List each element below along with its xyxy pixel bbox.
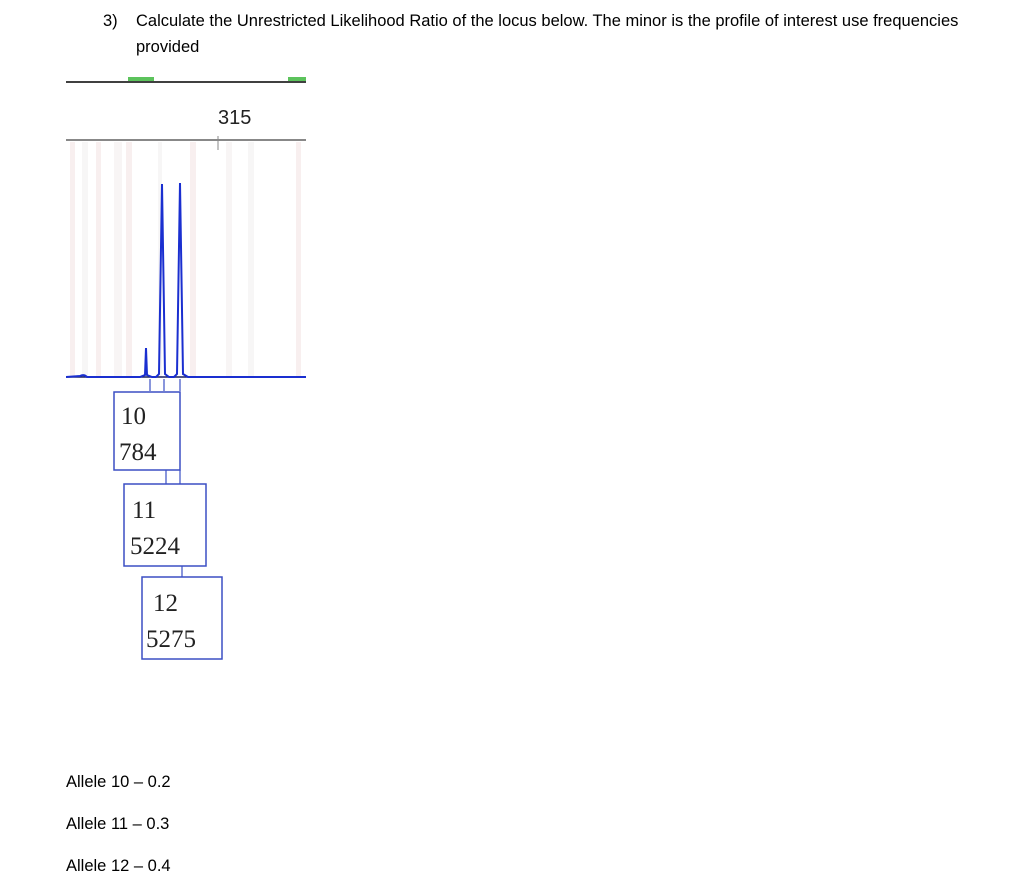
bin-shading — [70, 142, 301, 377]
trace-line — [66, 182, 306, 378]
electropherogram: 315 10 784 11 — [66, 74, 306, 664]
question: 3) Calculate the Unrestricted Likelihood… — [103, 8, 983, 60]
bin-marker-left — [128, 77, 154, 81]
question-text: Calculate the Unrestricted Likelihood Ra… — [136, 12, 959, 56]
allele-frequency-list: Allele 10 – 0.2 Allele 11 – 0.3 Allele 1… — [66, 770, 171, 896]
size-marker-label: 315 — [218, 107, 251, 129]
allele-number: 12 — [153, 590, 178, 617]
peak-connectors — [149, 379, 183, 577]
allele-box-10: 10 784 — [113, 391, 181, 471]
peak-height: 5224 — [130, 533, 181, 560]
allele-box-12: 12 5275 — [141, 576, 223, 660]
peak-height: 5275 — [146, 626, 196, 653]
allele-box-11: 11 5224 — [123, 483, 207, 567]
peak-height: 784 — [119, 439, 157, 466]
allele-frequency-item: Allele 10 – 0.2 — [66, 773, 171, 791]
allele-number: 10 — [121, 403, 146, 430]
allele-number: 11 — [132, 497, 156, 524]
allele-frequency-item: Allele 12 – 0.4 — [66, 857, 171, 875]
question-number: 3) — [103, 12, 118, 30]
bin-marker-right — [288, 77, 306, 81]
allele-frequency-item: Allele 11 – 0.3 — [66, 815, 170, 833]
